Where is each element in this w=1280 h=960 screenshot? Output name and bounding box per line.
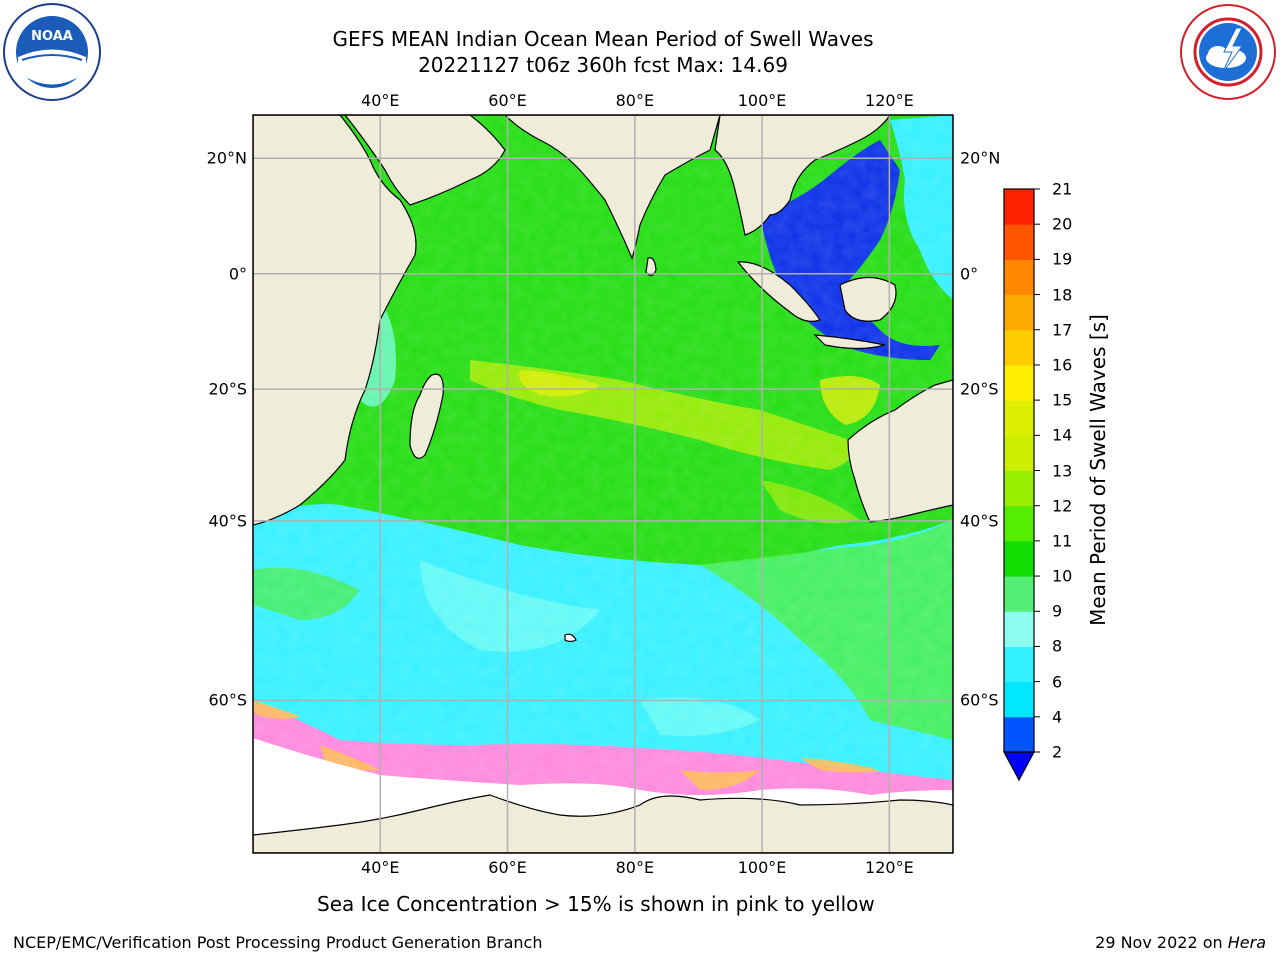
map-gridlines	[253, 115, 953, 853]
colorbar-tick-label: 9	[1052, 601, 1063, 621]
colorbar-tick-label: 6	[1052, 672, 1063, 692]
longitude-label: 80°E	[615, 91, 655, 110]
colorbar-tick-label: 17	[1052, 320, 1073, 340]
colorbar-tick-label: 12	[1052, 496, 1073, 516]
colorbar-segment	[1004, 681, 1034, 718]
colorbar-segment	[1004, 189, 1034, 225]
colorbar-tick-label: 2	[1052, 742, 1063, 762]
map-title: GEFS MEAN Indian Ocean Mean Period of Sw…	[332, 27, 874, 51]
latitude-label: 20°S	[960, 379, 999, 399]
latitude-label: 0°	[228, 264, 247, 284]
colorbar-segment	[1004, 540, 1034, 577]
footer-credit: NCEP/EMC/Verification Post Processing Pr…	[13, 933, 543, 952]
colorbar-segment	[1004, 364, 1034, 401]
longitude-label: 100°E	[737, 91, 787, 110]
longitude-label: 120°E	[865, 91, 914, 110]
map-plot-area	[253, 115, 953, 853]
colorbar-segment	[1004, 716, 1034, 753]
latitude-label: 0°	[960, 264, 979, 284]
colorbar-tick-label: 21	[1052, 179, 1073, 199]
colorbar-segment	[1004, 259, 1034, 296]
longitude-label: 60°E	[488, 91, 527, 110]
latitude-label: 20°N	[960, 148, 1001, 168]
latitude-label: 20°N	[206, 148, 247, 168]
map-frame	[252, 114, 954, 854]
latitude-label: 60°S	[208, 690, 247, 710]
land-madagascar	[409, 373, 444, 459]
latitude-label: 40°S	[208, 511, 247, 531]
longitude-label: 120°E	[865, 858, 914, 877]
longitude-label: 40°E	[361, 91, 400, 110]
map-subtitle: 20221127 t06z 360h fcst Max: 14.69	[418, 53, 788, 77]
colorbar-tick-label: 10	[1052, 566, 1073, 586]
colorbar-tick-label: 14	[1052, 425, 1073, 445]
land-australia	[847, 379, 953, 523]
colorbar-tick-label: 8	[1052, 636, 1063, 656]
nws-logo	[1178, 2, 1278, 106]
colorbar-tick-label: 13	[1052, 461, 1073, 480]
colorbar-segment	[1004, 400, 1034, 436]
latitude-label: 20°S	[208, 379, 247, 399]
svg-text:NOAA: NOAA	[31, 29, 73, 44]
colorbar-extend-arrow	[1002, 751, 1036, 782]
colorbar-label: Mean Period of Swell Waves [s]	[1086, 314, 1110, 626]
colorbar-tick-label: 4	[1052, 707, 1063, 727]
colorbar-tick-label: 20	[1052, 214, 1073, 234]
footer-date: 29 Nov 2022 on Hera	[1095, 933, 1266, 952]
colorbar-segment	[1004, 435, 1034, 471]
colorbar-tick-label: 19	[1052, 249, 1073, 269]
colorbar-segment	[1004, 505, 1034, 542]
colorbar-segment	[1004, 611, 1034, 647]
footer-host: Hera	[1227, 933, 1266, 952]
colorbar-segment	[1004, 329, 1034, 366]
colorbar	[1002, 188, 1040, 782]
colorbar-segment	[1004, 646, 1034, 683]
land-masses	[253, 115, 953, 853]
land-indochina	[714, 115, 891, 236]
colorbar-tick-label: 16	[1052, 355, 1073, 375]
land-borneo	[839, 276, 897, 322]
longitude-label: 60°E	[488, 858, 527, 877]
noaa-logo: NOAA	[2, 2, 102, 106]
longitude-label: 80°E	[615, 858, 655, 877]
colorbar-tick-label: 11	[1052, 531, 1073, 551]
land-java	[813, 334, 886, 350]
colorbar-segment	[1004, 470, 1034, 507]
colorbar-tick-label: 18	[1052, 285, 1073, 305]
longitude-label: 100°E	[737, 858, 787, 877]
colorbar-tick-label: 15	[1052, 390, 1073, 410]
latitude-label: 40°S	[960, 511, 999, 531]
latitude-label: 60°S	[960, 690, 999, 710]
sea-ice-note: Sea Ice Concentration > 15% is shown in …	[317, 892, 875, 916]
land-india	[504, 115, 721, 260]
footer-date-text: 29 Nov 2022 on	[1095, 933, 1223, 952]
colorbar-segment	[1004, 576, 1034, 612]
colorbar-segment	[1004, 224, 1034, 260]
longitude-label: 40°E	[361, 858, 400, 877]
colorbar-segment	[1004, 294, 1034, 331]
